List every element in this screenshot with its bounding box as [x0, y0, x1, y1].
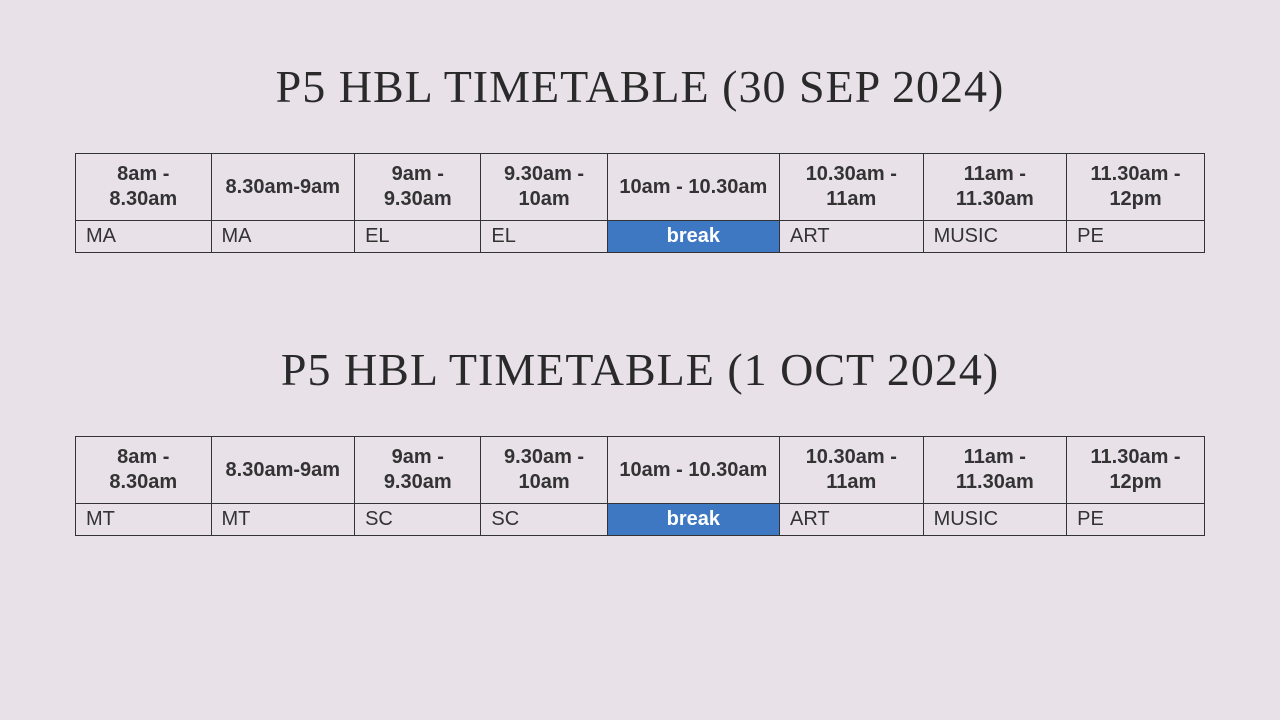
subject-row: MA MA EL EL break ART MUSIC PE — [76, 221, 1205, 253]
subject-cell: EL — [355, 221, 481, 253]
timetable-table-day1: 8am - 8.30am 8.30am-9am 9am - 9.30am 9.3… — [75, 153, 1205, 253]
subject-cell: SC — [355, 504, 481, 536]
time-header: 8am - 8.30am — [76, 437, 212, 504]
timetable-table-day2: 8am - 8.30am 8.30am-9am 9am - 9.30am 9.3… — [75, 436, 1205, 536]
time-header: 9am - 9.30am — [355, 154, 481, 221]
subject-cell: MT — [76, 504, 212, 536]
time-header: 11.30am - 12pm — [1067, 437, 1205, 504]
time-header: 10.30am - 11am — [780, 154, 924, 221]
subject-cell: MA — [76, 221, 212, 253]
subject-cell: PE — [1067, 221, 1205, 253]
time-header: 10.30am - 11am — [780, 437, 924, 504]
subject-cell: ART — [780, 221, 924, 253]
timetable-title-day2: P5 HBL TIMETABLE (1 OCT 2024) — [75, 343, 1205, 396]
time-header: 9.30am - 10am — [481, 437, 607, 504]
subject-cell: ART — [780, 504, 924, 536]
time-header: 11am - 11.30am — [923, 154, 1067, 221]
time-header: 8.30am-9am — [211, 154, 355, 221]
subject-cell: EL — [481, 221, 607, 253]
timetable-section-day1: P5 HBL TIMETABLE (30 SEP 2024) 8am - 8.3… — [75, 60, 1205, 253]
table-header-row: 8am - 8.30am 8.30am-9am 9am - 9.30am 9.3… — [76, 437, 1205, 504]
time-header: 11.30am - 12pm — [1067, 154, 1205, 221]
timetable-title-day1: P5 HBL TIMETABLE (30 SEP 2024) — [75, 60, 1205, 113]
break-cell: break — [607, 221, 779, 253]
time-header: 10am - 10.30am — [607, 437, 779, 504]
subject-cell: MUSIC — [923, 221, 1067, 253]
subject-row: MT MT SC SC break ART MUSIC PE — [76, 504, 1205, 536]
subject-cell: MUSIC — [923, 504, 1067, 536]
time-header: 10am - 10.30am — [607, 154, 779, 221]
timetable-section-day2: P5 HBL TIMETABLE (1 OCT 2024) 8am - 8.30… — [75, 343, 1205, 536]
time-header: 8am - 8.30am — [76, 154, 212, 221]
subject-cell: PE — [1067, 504, 1205, 536]
time-header: 9am - 9.30am — [355, 437, 481, 504]
subject-cell: MT — [211, 504, 355, 536]
table-header-row: 8am - 8.30am 8.30am-9am 9am - 9.30am 9.3… — [76, 154, 1205, 221]
subject-cell: MA — [211, 221, 355, 253]
time-header: 9.30am - 10am — [481, 154, 607, 221]
time-header: 8.30am-9am — [211, 437, 355, 504]
time-header: 11am - 11.30am — [923, 437, 1067, 504]
subject-cell: SC — [481, 504, 607, 536]
break-cell: break — [607, 504, 779, 536]
